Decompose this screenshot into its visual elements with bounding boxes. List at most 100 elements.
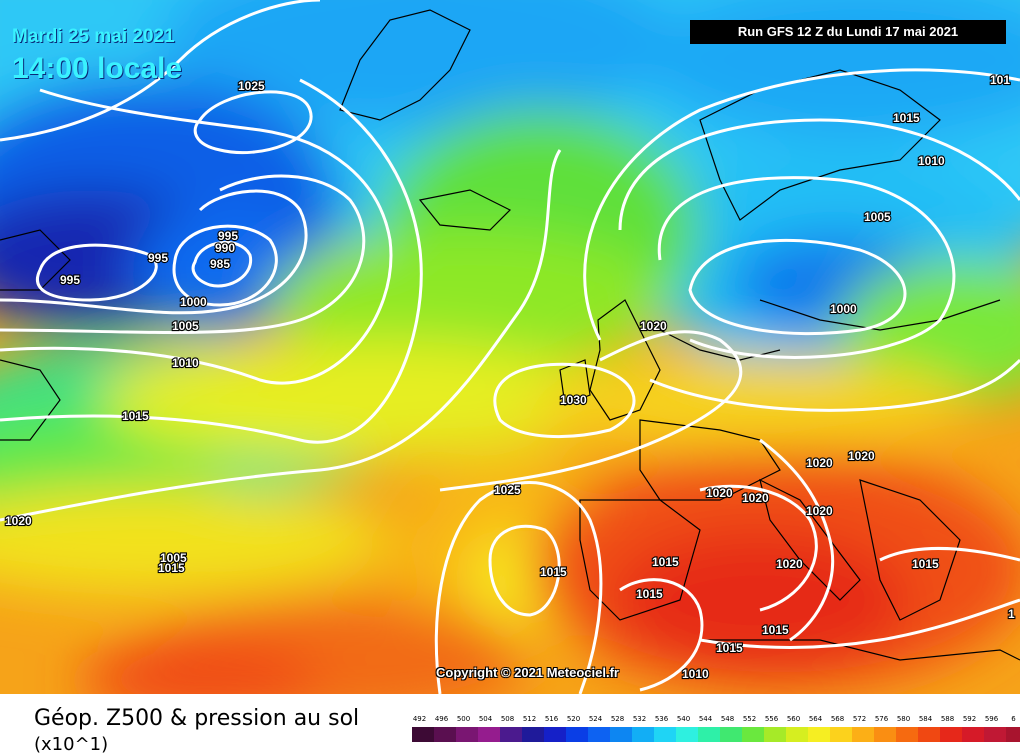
isobar-label: 1025 <box>238 79 265 93</box>
isobar-label: 1015 <box>716 641 743 655</box>
scale-tick-label: 504 <box>478 715 493 723</box>
scale-swatch <box>1006 727 1020 742</box>
map-canvas: 1025 995 995 995 990 985 1000 1005 1010 … <box>0 0 1020 694</box>
isobar-label: 101 <box>990 73 1010 87</box>
scale-swatch <box>808 727 830 742</box>
isobar-label: 1010 <box>918 154 945 168</box>
scale-swatch <box>500 727 522 742</box>
scale-tick-label: 560 <box>786 715 801 723</box>
isobar-label: 1000 <box>830 302 857 316</box>
scale-tick-label: 508 <box>500 715 515 723</box>
isobar-label: 1020 <box>776 557 803 571</box>
isobar-label: 1000 <box>180 295 207 309</box>
scale-tick-label: 596 <box>984 715 999 723</box>
scale-swatch <box>962 727 984 742</box>
scale-tick-label: 500 <box>456 715 471 723</box>
scale-tick-label: 532 <box>632 715 647 723</box>
scale-tick-label: 516 <box>544 715 559 723</box>
scale-swatch <box>940 727 962 742</box>
scale-tick-label: 580 <box>896 715 911 723</box>
isobar-label: 1015 <box>912 557 939 571</box>
isobar-label: 1020 <box>640 319 667 333</box>
scale-swatch <box>434 727 456 742</box>
scale-swatch <box>764 727 786 742</box>
isobar-label: 1005 <box>172 319 199 333</box>
isobar-label: 1010 <box>172 356 199 370</box>
scale-tick-label: 564 <box>808 715 823 723</box>
color-scale-labels: 492 496 500 504 508 512 516 520 524 528 532 536 540 5… <box>412 715 1020 725</box>
isobar-label: 1015 <box>652 555 679 569</box>
scale-swatch <box>896 727 918 742</box>
isobar-label: 1020 <box>5 514 32 528</box>
isobar-label: 1015 <box>158 561 185 575</box>
color-scale-bar <box>412 727 1020 742</box>
scale-tick-label: 592 <box>962 715 977 723</box>
isobar-label: 1020 <box>806 504 833 518</box>
isobar-label: 1015 <box>762 623 789 637</box>
forecast-time: 14:00 locale <box>12 52 183 85</box>
isobar-label: 1 <box>1008 607 1015 621</box>
isobar-label: 1015 <box>893 111 920 125</box>
isobar-label: 985 <box>210 257 230 271</box>
scale-swatch <box>654 727 676 742</box>
isobar-label: 1015 <box>540 565 567 579</box>
isobar-label: 1020 <box>848 449 875 463</box>
isobar-label: 1020 <box>706 486 733 500</box>
scale-swatch <box>544 727 566 742</box>
scale-swatch <box>610 727 632 742</box>
scale-swatch <box>830 727 852 742</box>
isobar-label: 995 <box>218 229 238 243</box>
scale-tick-label: 572 <box>852 715 867 723</box>
scale-tick-label: 520 <box>566 715 581 723</box>
scale-swatch <box>676 727 698 742</box>
isobar-labels: 1025 995 995 995 990 985 1000 1005 1010 … <box>4 72 1016 682</box>
scale-swatch <box>566 727 588 742</box>
legend-subtitle: (x10^1) <box>34 734 109 755</box>
isobar-label: 1020 <box>806 456 833 470</box>
scale-swatch <box>918 727 940 742</box>
scale-swatch <box>478 727 500 742</box>
scale-swatch <box>588 727 610 742</box>
geopotential-field <box>0 0 1020 694</box>
copyright-notice: Copyright © 2021 Meteociel.fr <box>436 665 619 680</box>
model-run-label: Run GFS 12 Z du Lundi 17 mai 2021 <box>690 20 1006 44</box>
scale-tick-label: 552 <box>742 715 757 723</box>
isobars <box>0 0 1020 694</box>
scale-swatch <box>984 727 1006 742</box>
scale-tick-label: 540 <box>676 715 691 723</box>
scale-tick-label: 584 <box>918 715 933 723</box>
isobar-label: 1005 <box>864 210 891 224</box>
legend-title: Géop. Z500 & pression au sol <box>34 706 360 731</box>
scale-tick-label: 6 <box>1011 715 1016 723</box>
isobar-label: 1005 <box>160 551 187 565</box>
scale-tick-label: 556 <box>764 715 779 723</box>
scale-swatch <box>632 727 654 742</box>
scale-tick-label: 524 <box>588 715 603 723</box>
scale-tick-label: 588 <box>940 715 955 723</box>
forecast-date: Mardi 25 mai 2021 <box>12 26 175 47</box>
isobar-label: 1015 <box>636 587 663 601</box>
isobar-label: 1020 <box>742 491 769 505</box>
scale-swatch <box>786 727 808 742</box>
scale-swatch <box>522 727 544 742</box>
isobar-label: 1010 <box>682 667 709 681</box>
scale-swatch <box>742 727 764 742</box>
coastlines <box>0 9 1020 661</box>
isobar-label: 995 <box>148 251 168 265</box>
scale-swatch <box>720 727 742 742</box>
scale-tick-label: 544 <box>698 715 713 723</box>
isobar-label: 995 <box>60 273 80 287</box>
scale-swatch <box>874 727 896 742</box>
isobar-label: 1025 <box>494 483 521 497</box>
weather-map: 1025 995 995 995 990 985 1000 1005 1010 … <box>0 0 1020 694</box>
scale-tick-label: 492 <box>412 715 427 723</box>
scale-tick-label: 576 <box>874 715 889 723</box>
scale-tick-label: 496 <box>434 715 449 723</box>
isobar-label: 1030 <box>560 393 587 407</box>
scale-tick-label: 568 <box>830 715 845 723</box>
scale-swatch <box>852 727 874 742</box>
legend-panel: Géop. Z500 & pression au sol (x10^1) 492… <box>0 694 1020 755</box>
scale-tick-label: 548 <box>720 715 735 723</box>
scale-swatch <box>698 727 720 742</box>
scale-tick-label: 512 <box>522 715 537 723</box>
